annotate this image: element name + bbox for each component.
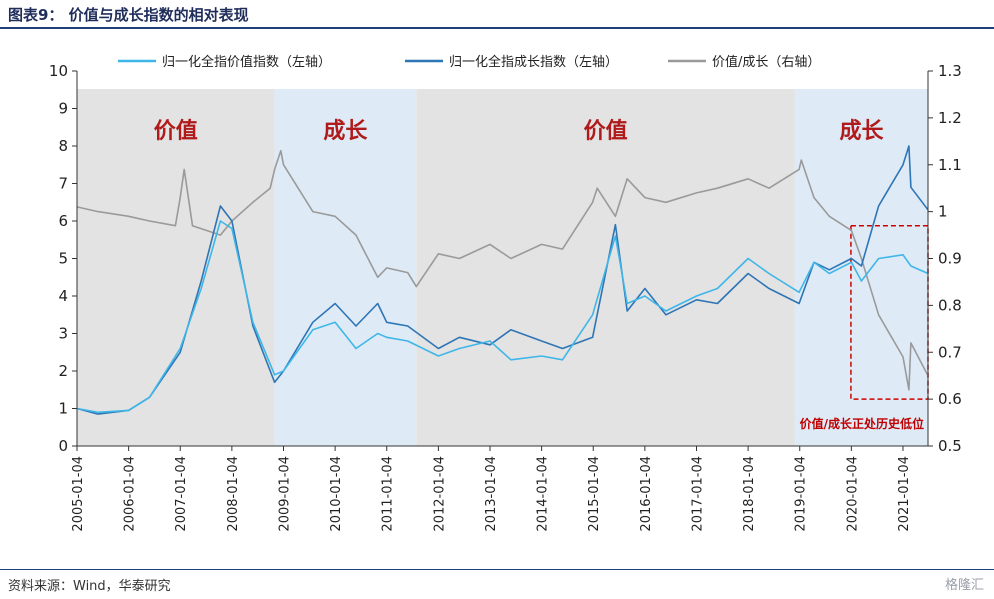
regime-label-4: 成长 — [839, 119, 884, 144]
axes: 0 1 2 3 4 5 6 7 8 9 10 0.5 0.6 0.7 0.8 0.9 1 1.1 1.2 1.3 200… — [49, 62, 962, 532]
legend: 归一化全指价值指数（左轴） 归一化全指成长指数（左轴） 价值/成长（右轴） — [118, 54, 820, 70]
right-tick-label: 1.2 — [938, 109, 962, 127]
right-tick-label: 0.6 — [938, 390, 962, 408]
series-line-1 — [76, 220, 929, 414]
x-tick-label: 2008-01-04 — [226, 456, 241, 532]
right-tick-label: 0.5 — [938, 437, 962, 455]
x-tick-label: 2009-01-04 — [277, 456, 292, 532]
x-tick-label: 2005-01-04 — [71, 456, 86, 532]
left-tick-label: 1 — [58, 400, 68, 418]
x-tick-label: 2016-01-04 — [639, 456, 654, 532]
left-tick-label: 5 — [58, 250, 68, 268]
x-tick-label: 2017-01-04 — [690, 456, 705, 532]
x-tick-label: 2018-01-04 — [742, 456, 757, 532]
right-tick-label: 1.3 — [938, 62, 962, 80]
left-tick-label: 9 — [58, 100, 68, 118]
source-rule — [0, 569, 994, 570]
regime-label-1: 价值 — [154, 118, 198, 144]
source-note: 资料来源：Wind，华泰研究 — [8, 579, 171, 594]
legend-label-3: 价值/成长（右轴） — [712, 54, 820, 70]
legend-label-2: 归一化全指成长指数（左轴） — [449, 54, 618, 70]
x-tick-label: 2010-01-04 — [329, 456, 344, 532]
x-tick-label: 2013-01-04 — [484, 456, 499, 532]
right-tick-label: 0.9 — [938, 250, 962, 268]
legend-label-1: 归一化全指价值指数（左轴） — [162, 54, 331, 70]
left-tick-label: 10 — [49, 62, 68, 80]
x-tick-label: 2011-01-04 — [381, 456, 396, 532]
x-tick-label: 2014-01-04 — [536, 456, 551, 532]
x-tick-label: 2015-01-04 — [587, 456, 602, 532]
regime-band-4 — [794, 89, 928, 446]
left-tick-label: 2 — [58, 362, 68, 380]
x-tick-label: 2007-01-04 — [174, 456, 189, 532]
regime-label-3: 价值 — [584, 118, 628, 144]
series-lines — [76, 145, 929, 415]
left-tick-label: 8 — [58, 137, 68, 155]
regime-label-2: 成长 — [323, 119, 368, 144]
title-rule — [0, 27, 994, 29]
x-tick-label: 2012-01-04 — [432, 456, 447, 532]
x-tick-label: 2021-01-04 — [897, 456, 912, 532]
page-title: 图表9： 价值与成长指数的相对表现 — [8, 6, 249, 24]
right-tick-label: 0.8 — [938, 296, 962, 314]
left-tick-label: 0 — [58, 437, 68, 455]
right-tick-label: 1 — [938, 203, 948, 221]
x-tick-label: 2020-01-04 — [845, 456, 860, 532]
left-tick-label: 3 — [58, 325, 68, 343]
right-tick-label: 1.1 — [938, 156, 962, 174]
annotation-text: 价值/成长正处历史低位 — [800, 416, 924, 431]
series-line-3 — [76, 149, 929, 391]
right-tick-label: 0.7 — [938, 343, 962, 361]
left-tick-label: 6 — [58, 212, 68, 230]
regime-band-2 — [274, 89, 417, 446]
series-line-2 — [76, 145, 929, 415]
left-tick-label: 7 — [58, 175, 68, 193]
left-tick-label: 4 — [58, 287, 68, 305]
watermark-logo: 格隆汇 — [944, 578, 984, 593]
x-tick-label: 2006-01-04 — [123, 456, 138, 532]
regime-labels: 价值 成长 价值 成长 — [154, 118, 885, 144]
x-tick-label: 2019-01-04 — [794, 456, 809, 532]
